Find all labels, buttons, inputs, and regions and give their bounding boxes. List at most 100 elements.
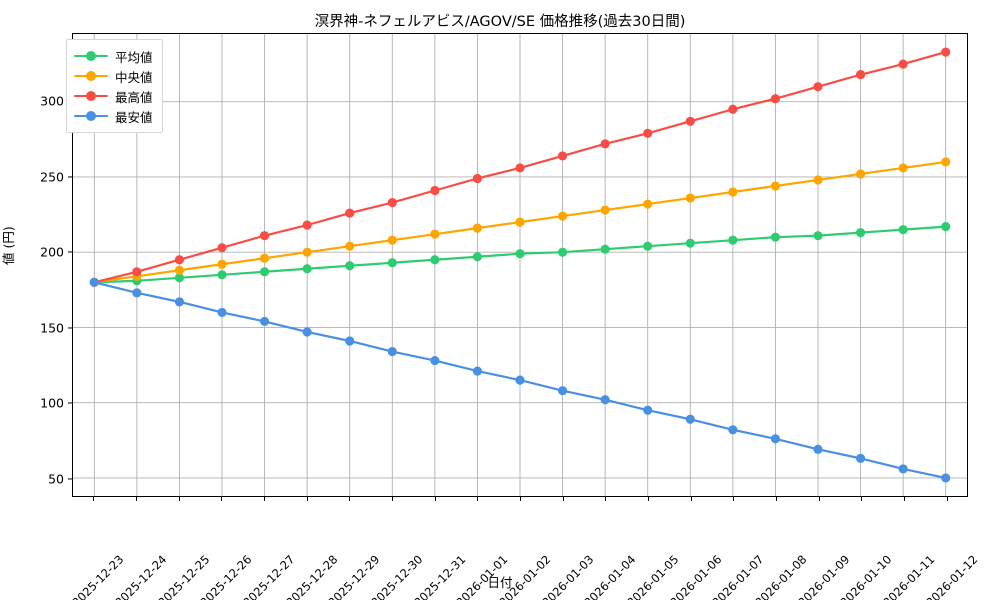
data-point-marker (855, 228, 866, 238)
legend-item[interactable]: 平均値 (74, 46, 153, 66)
data-point-marker (770, 181, 781, 191)
y-tick-label: 200 (40, 244, 64, 260)
y-tick-label: 100 (40, 395, 64, 411)
data-point-marker (855, 70, 866, 80)
data-point-marker (941, 157, 951, 167)
data-point-marker (217, 243, 227, 253)
y-tick-mark (68, 176, 72, 178)
x-tick-mark (136, 497, 138, 501)
legend-swatch-icon (74, 109, 108, 123)
data-point-marker (387, 258, 397, 268)
x-tick-mark (477, 497, 479, 501)
chart-title: 溟界神-ネフェルアビス/AGOV/SE 価格推移(過去30日間) (314, 14, 686, 30)
y-tick-label: 50 (48, 471, 64, 487)
x-tick-mark (733, 497, 735, 501)
y-tick-label: 150 (40, 320, 64, 336)
legend-item[interactable]: 最高値 (74, 86, 153, 106)
data-point-marker (898, 59, 908, 69)
x-tick-mark (861, 497, 863, 501)
data-point-marker (813, 231, 823, 241)
legend-swatch-icon (74, 69, 108, 83)
x-tick-mark (306, 497, 308, 501)
data-point-marker (345, 208, 355, 218)
data-point-marker (302, 264, 312, 274)
x-tick-mark (264, 497, 266, 501)
data-point-marker (217, 307, 227, 317)
data-point-marker (600, 139, 610, 149)
data-point-marker (685, 238, 695, 248)
legend-swatch-icon (74, 89, 108, 103)
legend-label: 最高値 (115, 89, 153, 105)
data-point-marker (387, 235, 397, 245)
data-point-marker (728, 235, 738, 245)
data-point-marker (898, 225, 908, 235)
data-point-marker (855, 453, 866, 463)
data-point-marker (515, 375, 525, 385)
data-point-marker (898, 163, 908, 173)
legend-label: 中央値 (115, 69, 153, 85)
y-tick-mark (68, 251, 72, 253)
x-axis-label: 日付 (487, 575, 513, 590)
x-tick-mark (434, 497, 436, 501)
x-tick-mark (818, 497, 820, 501)
legend-item[interactable]: 最安値 (74, 106, 153, 126)
data-point-marker (132, 288, 142, 298)
x-tick-mark (690, 497, 692, 501)
legend-swatch-icon (74, 49, 108, 63)
data-point-marker (174, 255, 185, 265)
x-tick-mark (776, 497, 778, 501)
data-point-marker (430, 355, 440, 366)
data-point-marker (643, 128, 653, 138)
y-axis-tick-labels: 50 100 150 200 250 300 (0, 33, 64, 497)
data-point-marker (770, 94, 781, 104)
data-point-marker (728, 425, 738, 435)
data-point-marker (515, 163, 525, 173)
data-point-marker (685, 193, 695, 203)
data-point-marker (259, 253, 270, 263)
data-point-marker (430, 229, 440, 239)
x-tick-mark (648, 497, 650, 501)
y-tick-mark (68, 402, 72, 404)
legend-item[interactable]: 中央値 (74, 66, 153, 86)
x-tick-mark (178, 497, 180, 501)
data-point-marker (89, 277, 99, 287)
x-tick-mark (605, 497, 607, 501)
data-point-marker (643, 199, 653, 209)
data-point-marker (600, 205, 610, 215)
data-point-marker (430, 255, 440, 265)
data-point-marker (472, 173, 483, 184)
data-point-marker (600, 395, 610, 405)
data-point-marker (770, 232, 781, 242)
data-point-marker (685, 414, 695, 424)
data-point-marker (345, 336, 355, 346)
data-point-marker (557, 247, 568, 257)
data-point-marker (302, 327, 312, 337)
data-point-marker (813, 175, 823, 185)
data-point-marker (217, 270, 227, 280)
data-point-marker (472, 252, 483, 262)
data-point-marker (259, 267, 270, 277)
data-point-marker (430, 185, 440, 196)
data-point-marker (643, 241, 653, 251)
data-point-marker (813, 444, 823, 454)
x-tick-mark (349, 497, 351, 501)
data-point-marker (217, 259, 227, 269)
y-tick-mark (68, 478, 72, 480)
data-point-marker (174, 273, 185, 283)
data-point-marker (472, 223, 483, 233)
data-point-marker (387, 346, 397, 357)
data-point-marker (259, 231, 270, 241)
data-point-marker (515, 217, 525, 227)
legend-label: 最安値 (115, 109, 153, 125)
x-tick-mark (562, 497, 564, 501)
data-point-marker (770, 434, 781, 444)
data-point-marker (302, 220, 312, 230)
y-tick-label: 300 (40, 93, 64, 109)
data-point-marker (345, 241, 355, 251)
data-point-marker (813, 82, 823, 92)
data-point-marker (174, 297, 185, 307)
data-point-marker (132, 267, 142, 277)
data-point-marker (941, 222, 951, 232)
data-point-marker (728, 187, 738, 197)
